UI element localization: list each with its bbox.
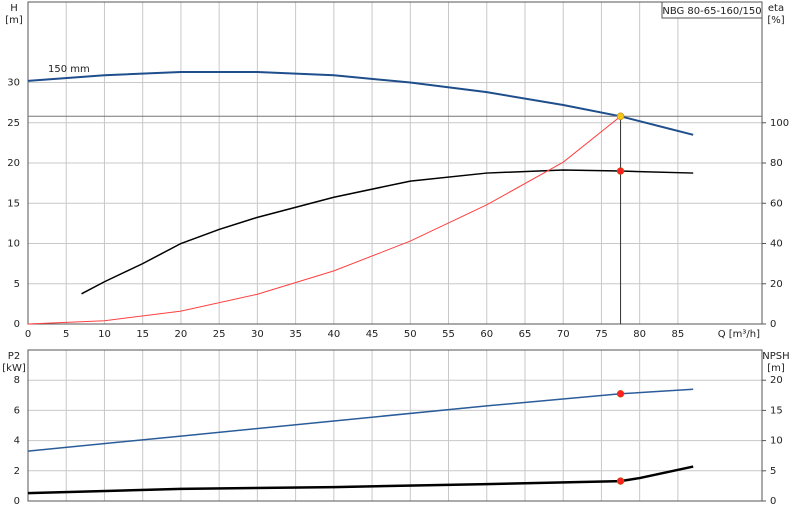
y-tick-label: 0 <box>14 496 20 507</box>
x-tick-label: 75 <box>595 329 608 340</box>
y-axis-label: H <box>10 3 18 14</box>
y2-tick-label: 0 <box>770 319 776 330</box>
x-tick-label: 0 <box>25 329 31 340</box>
y-tick-label: 0 <box>14 319 20 330</box>
y2-tick-label: 10 <box>770 436 783 447</box>
y-tick-label: 8 <box>14 375 20 386</box>
y-tick-label: 6 <box>14 405 20 416</box>
y2-tick-label: 40 <box>770 239 783 250</box>
y-tick-label: 2 <box>14 466 20 477</box>
y-axis-unit: [m] <box>5 15 23 26</box>
series-line <box>27 115 621 325</box>
duty-point <box>616 390 625 398</box>
y2-axis-label: eta <box>768 3 784 14</box>
chart-title: NBG 80-65-160/150 <box>662 6 761 17</box>
x-tick-label: 20 <box>175 329 188 340</box>
plot-frame <box>27 349 763 502</box>
x-axis-label: Q [m³/h] <box>718 329 760 340</box>
x-tick-label: 35 <box>289 329 302 340</box>
y2-tick-label: 15 <box>770 405 783 416</box>
y2-axis-unit: [%] <box>767 15 784 26</box>
x-tick-label: 30 <box>251 329 264 340</box>
x-tick-label: 85 <box>672 329 685 340</box>
y2-axis-unit: [m] <box>767 363 785 374</box>
plot-frame <box>27 1 763 325</box>
x-tick-label: 10 <box>98 329 111 340</box>
curve-annotation: 150 mm <box>48 64 90 75</box>
duty-point <box>616 477 625 485</box>
y-tick-label: 20 <box>7 158 20 169</box>
series-line <box>27 465 694 495</box>
y2-tick-label: 20 <box>770 375 783 386</box>
x-tick-label: 50 <box>404 329 417 340</box>
y-tick-label: 4 <box>14 436 20 447</box>
y2-tick-label: 60 <box>770 198 783 209</box>
x-tick-label: 15 <box>136 329 149 340</box>
y2-tick-label: 80 <box>770 158 783 169</box>
series-line <box>27 71 694 136</box>
x-tick-label: 65 <box>519 329 532 340</box>
y2-tick-label: 0 <box>770 496 776 507</box>
y-tick-label: 5 <box>14 279 20 290</box>
x-tick-label: 80 <box>633 329 646 340</box>
duty-point <box>616 167 625 175</box>
title-box <box>661 1 763 19</box>
y-tick-label: 15 <box>7 198 20 209</box>
x-tick-label: 55 <box>442 329 455 340</box>
duty-point <box>616 112 625 121</box>
y-axis-unit: [kW] <box>2 363 26 374</box>
x-tick-label: 25 <box>213 329 226 340</box>
y-tick-label: 25 <box>7 118 20 129</box>
x-tick-label: 5 <box>63 329 69 340</box>
x-tick-label: 60 <box>480 329 493 340</box>
y-tick-label: 10 <box>7 239 20 250</box>
x-tick-label: 45 <box>366 329 379 340</box>
y2-tick-label: 20 <box>770 279 783 290</box>
y2-axis-label: NPSH <box>762 351 789 362</box>
series-line <box>81 169 694 295</box>
x-tick-label: 70 <box>557 329 570 340</box>
y-axis-label: P2 <box>8 351 20 362</box>
series-line <box>27 388 694 452</box>
y2-tick-label: 5 <box>770 466 776 477</box>
y2-tick-label: 100 <box>770 118 789 129</box>
y-tick-label: 30 <box>7 78 20 89</box>
x-tick-label: 40 <box>327 329 340 340</box>
